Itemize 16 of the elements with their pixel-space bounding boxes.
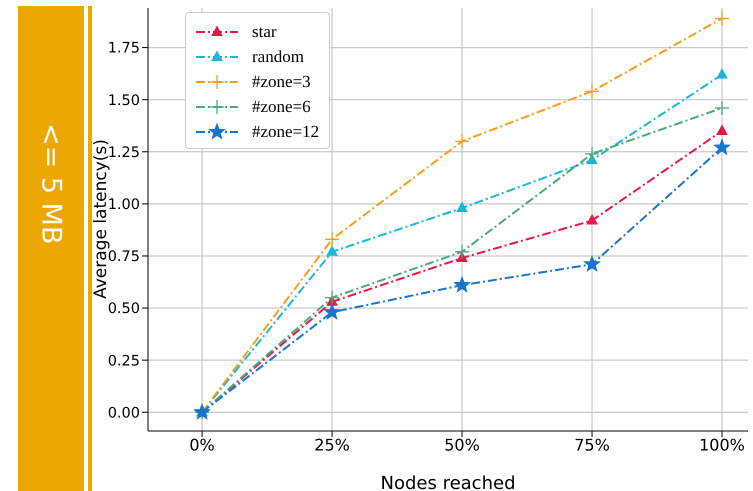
legend-label: #zone=3 [252,72,311,92]
legend-label: #zone=12 [252,122,320,142]
legend-label: #zone=6 [252,96,311,116]
x-tick-label: 25% [314,435,350,454]
x-axis-title: Nodes reached [380,473,516,491]
y-tick-label: 0.00 [108,405,140,422]
x-tick-label: 100% [699,435,745,454]
x-tick-label: 50% [444,435,480,454]
y-tick-label: 0.25 [108,353,140,370]
legend-label: random [252,46,304,66]
y-tick-label: 1.75 [108,40,140,57]
y-tick-label: 1.50 [108,92,140,109]
x-tick-label: 0% [189,435,215,454]
legend-label: star [252,22,277,42]
x-tick-label: 75% [574,435,610,454]
y-tick-label: 0.50 [108,301,140,318]
